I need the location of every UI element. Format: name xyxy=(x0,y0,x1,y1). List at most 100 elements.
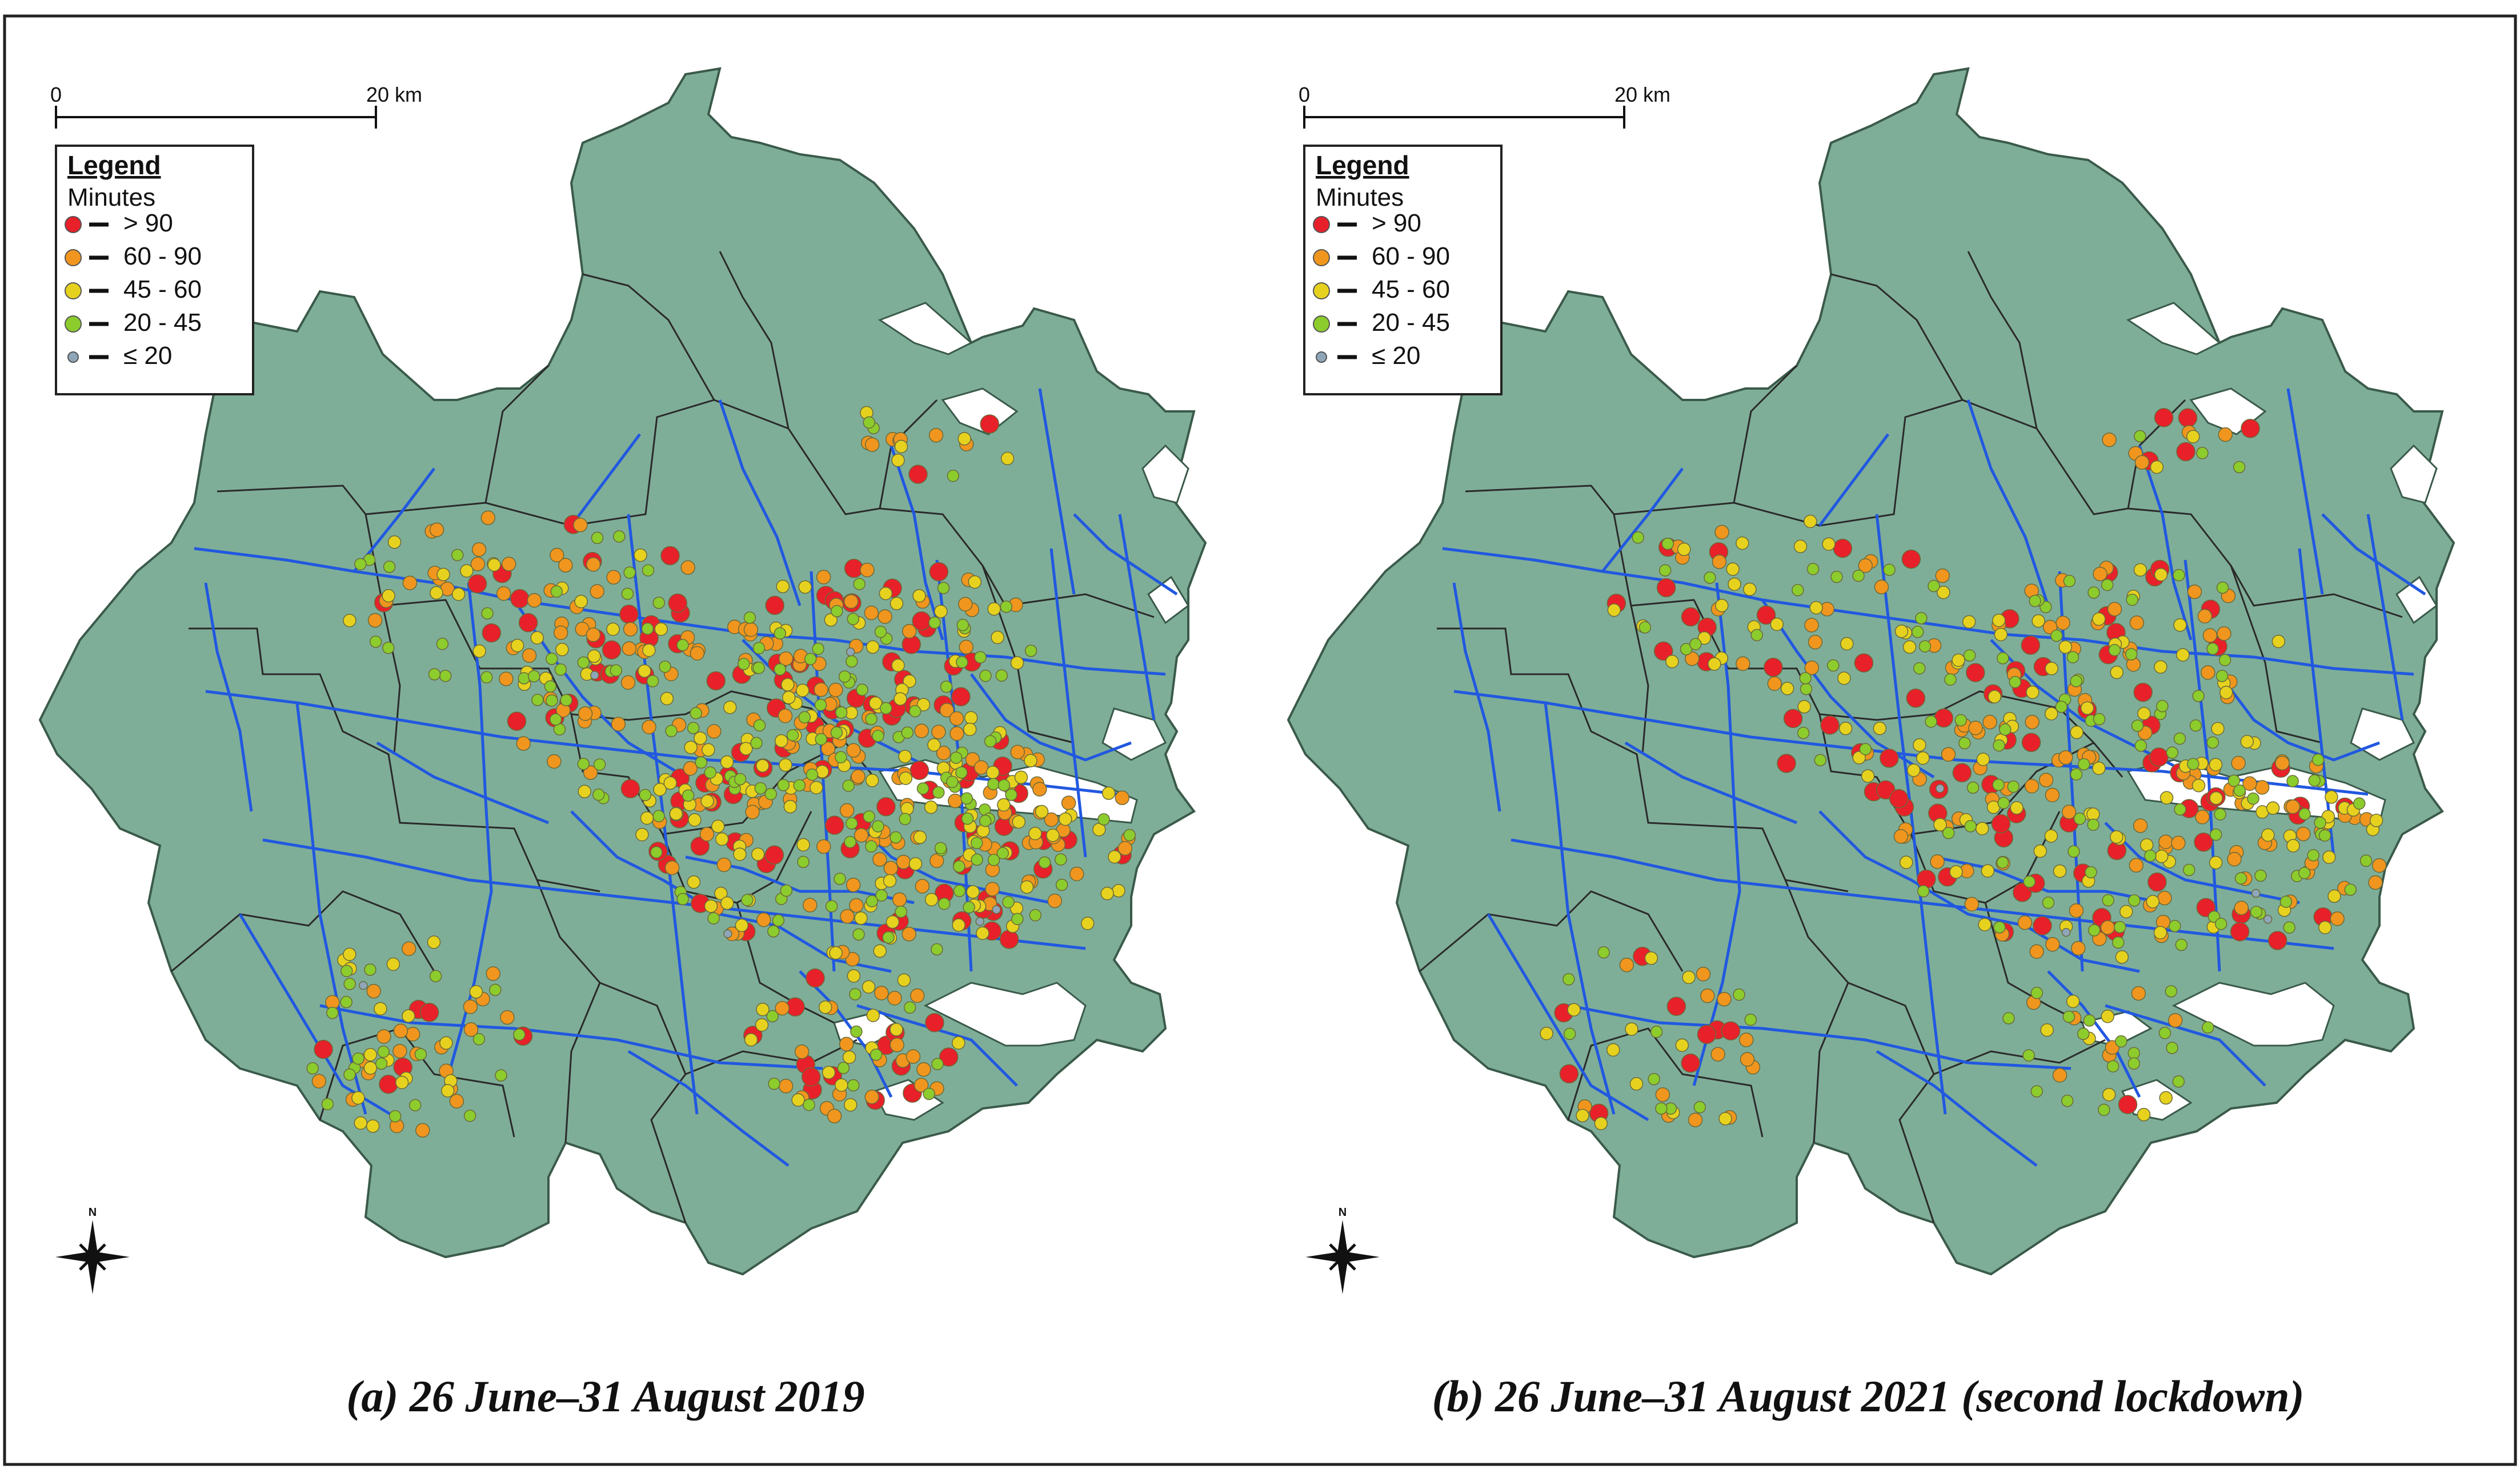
travel-time-dot-60-90 xyxy=(620,675,636,690)
travel-time-dot-60-90 xyxy=(699,827,715,842)
travel-time-dot-20-45 xyxy=(831,605,843,618)
travel-time-dot-20-45 xyxy=(987,778,1000,791)
travel-time-dot-45-60 xyxy=(2026,685,2040,699)
travel-time-dot-20-45 xyxy=(436,638,449,650)
travel-time-dot-45-60 xyxy=(890,597,904,611)
travel-time-dot-20-45 xyxy=(753,719,766,732)
travel-time-dot-60-90 xyxy=(1061,795,1076,810)
travel-time-dot-20-45 xyxy=(321,1098,334,1111)
travel-time-dot-45-60 xyxy=(1629,1077,1644,1091)
legend-item-label: 20 - 45 xyxy=(1372,309,1450,337)
travel-time-dot-60-90 xyxy=(2052,1068,2068,1083)
travel-time-dot-45-60 xyxy=(964,711,978,725)
travel-time-dot-60-90 xyxy=(1968,721,1983,735)
travel-time-dot-20-45 xyxy=(414,1048,427,1060)
travel-time-dot-60-90 xyxy=(1935,568,1950,583)
travel-time-dot-60-90 xyxy=(2171,835,2186,851)
travel-time-dot-20-45 xyxy=(1002,896,1015,908)
travel-time-dot-45-60 xyxy=(952,918,965,932)
travel-time-dot-20-45 xyxy=(2023,875,2036,888)
travel-time-dot-60-90 xyxy=(896,854,911,870)
travel-time-dot-45-60 xyxy=(913,830,927,844)
travel-time-dot-20-45 xyxy=(923,1087,935,1100)
travel-time-dot-60-90 xyxy=(803,898,818,912)
travel-time-dot-over-90 xyxy=(2230,922,2250,942)
travel-time-dot-20-45 xyxy=(2233,461,2246,474)
travel-time-dot-20-45 xyxy=(830,726,843,739)
travel-time-dot-20-45 xyxy=(544,680,557,693)
travel-time-dot-45-60 xyxy=(847,969,861,983)
travel-time-dot-60-90 xyxy=(583,765,598,780)
travel-time-dot-45-60 xyxy=(663,776,677,790)
travel-time-dot-60-90 xyxy=(914,723,929,738)
travel-time-dot-45-60 xyxy=(382,589,395,603)
scale-end-label: 20 km xyxy=(1614,83,1670,106)
travel-time-dot-45-60 xyxy=(924,892,939,907)
travel-time-dot-60-90 xyxy=(1930,854,1945,869)
scale-start-label: 0 xyxy=(50,83,62,106)
travel-time-dot-60-90 xyxy=(878,609,892,624)
travel-time-dot-60-90 xyxy=(2158,834,2173,850)
travel-time-dot-20-45 xyxy=(2172,1075,2185,1088)
travel-time-dot-45-60 xyxy=(2186,430,2200,443)
travel-time-dot-20-45 xyxy=(2156,700,2169,713)
travel-time-dot-20-45 xyxy=(2134,739,2148,752)
travel-time-dot-60-90 xyxy=(2061,804,2077,819)
travel-time-dot-45-60 xyxy=(2092,612,2106,626)
travel-time-dot-20-45 xyxy=(1792,584,1804,597)
travel-time-dot-45-60 xyxy=(660,691,674,706)
travel-time-dot-45-60 xyxy=(2286,839,2300,852)
travel-time-dot-60-90 xyxy=(816,570,831,585)
travel-time-dot-20-45 xyxy=(874,626,887,638)
travel-time-dot-45-60 xyxy=(2066,994,2080,1008)
travel-time-dot-45-60 xyxy=(510,638,524,653)
travel-time-dot-45-60 xyxy=(835,1078,848,1092)
travel-time-dot-60-90 xyxy=(1044,812,1059,827)
travel-time-dot-45-60 xyxy=(2160,791,2174,804)
travel-time-dot-60-90 xyxy=(959,639,973,655)
travel-time-dot-60-90 xyxy=(1688,1112,1703,1127)
travel-time-dot-60-90 xyxy=(2275,755,2290,771)
travel-time-dot-60-90 xyxy=(845,952,860,967)
travel-time-dot-20-45 xyxy=(970,836,983,850)
travel-time-dot-60-90 xyxy=(2242,776,2257,791)
travel-time-dot-60-90 xyxy=(851,769,866,784)
travel-time-dot-60-90 xyxy=(2093,566,2108,582)
travel-time-dot-20-45 xyxy=(707,912,720,924)
travel-time-dot-20-45 xyxy=(650,846,663,859)
travel-time-dot-20-45 xyxy=(803,1098,815,1111)
travel-time-dot-20-45 xyxy=(890,831,902,844)
travel-time-dot-45-60 xyxy=(1840,637,1854,651)
travel-time-dot-20-45 xyxy=(1800,683,1813,695)
travel-time-dot-60-90 xyxy=(1893,829,1909,844)
travel-time-dot-60-90 xyxy=(367,613,383,628)
travel-time-dot-45-60 xyxy=(1949,865,1963,879)
travel-time-dot-20-45 xyxy=(772,914,785,927)
travel-time-dot-over-90 xyxy=(939,1047,959,1067)
travel-time-dot-45-60 xyxy=(2192,779,2206,792)
travel-time-dot-20-45 xyxy=(908,705,922,718)
travel-time-dot-60-90 xyxy=(743,622,759,637)
travel-time-dot-45-60 xyxy=(2327,889,2341,903)
legend-swatch xyxy=(65,216,82,233)
travel-time-dot-60-90 xyxy=(690,646,705,661)
travel-time-dot-20-45 xyxy=(846,817,858,830)
travel-time-dot-45-60 xyxy=(879,586,893,601)
travel-time-dot-over-90 xyxy=(1681,1053,1700,1073)
travel-time-dot-20-45 xyxy=(2102,894,2114,907)
travel-time-dot-60-90 xyxy=(1655,1087,1670,1102)
travel-time-dot-20-45 xyxy=(1958,736,1971,750)
travel-time-dot-20-45 xyxy=(480,671,493,684)
travel-time-dot-20-45 xyxy=(2227,774,2241,787)
travel-time-dot-20-45 xyxy=(1689,638,1702,651)
travel-time-dot-45-60 xyxy=(2322,850,2336,864)
travel-time-dot-over-90 xyxy=(2021,733,2041,752)
travel-time-dot-20-45 xyxy=(463,1110,476,1122)
travel-time-dot-20-45 xyxy=(2098,1103,2110,1116)
travel-time-dot-45-60 xyxy=(1080,916,1095,930)
travel-time-dot-20-45 xyxy=(786,729,799,742)
travel-time-dot-20-45 xyxy=(1632,531,1644,544)
travel-time-dot-20-45 xyxy=(2215,670,2229,682)
travel-time-dot-45-60 xyxy=(714,886,728,900)
travel-time-dot-20-45 xyxy=(2250,906,2263,918)
